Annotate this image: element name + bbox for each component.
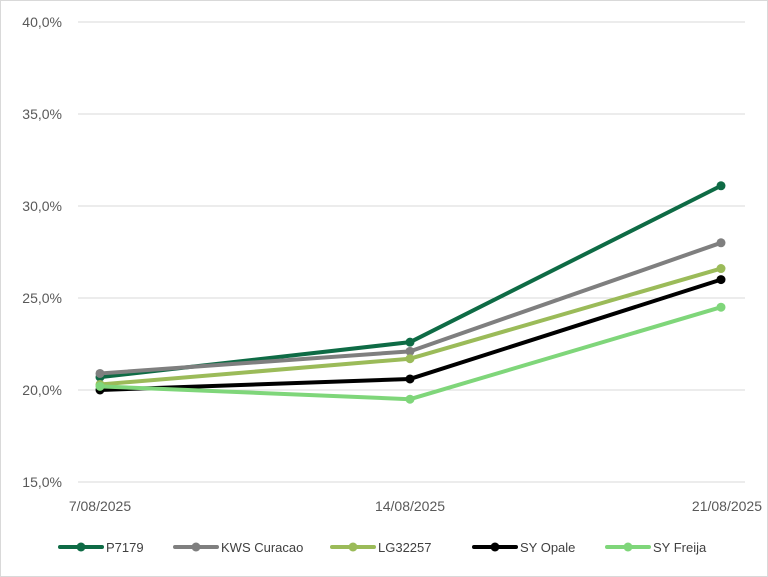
- legend-item: SY Opale: [472, 540, 575, 555]
- series-lines: [95, 181, 726, 404]
- y-tick-label: 40,0%: [22, 14, 62, 30]
- legend-item: LG32257: [330, 540, 432, 555]
- legend-marker: [490, 542, 500, 552]
- data-point: [405, 337, 415, 347]
- series-sy-freija: [95, 302, 726, 404]
- data-point: [405, 354, 415, 364]
- data-point: [716, 238, 726, 248]
- series-lg32257: [95, 264, 726, 389]
- data-point: [405, 394, 415, 404]
- gridlines: [78, 21, 745, 483]
- legend: P7179 KWS Curacao LG32257 SY Opale SY Freija: [58, 540, 707, 555]
- legend-item: KWS Curacao: [173, 540, 303, 555]
- legend-marker: [623, 542, 633, 552]
- legend-marker: [348, 542, 358, 552]
- legend-item: SY Freija: [605, 540, 707, 555]
- data-point: [716, 264, 726, 274]
- y-tick-label: 15,0%: [22, 474, 62, 490]
- data-point: [716, 275, 726, 285]
- data-point: [405, 346, 415, 356]
- legend-label: SY Freija: [653, 540, 707, 555]
- series-kws-curacao: [95, 238, 726, 378]
- data-point: [716, 181, 726, 191]
- x-tick-label: 7/08/2025: [69, 498, 131, 514]
- legend-marker: [76, 542, 86, 552]
- legend-label: KWS Curacao: [221, 540, 303, 555]
- y-tick-label: 35,0%: [22, 106, 62, 122]
- data-point: [716, 302, 726, 312]
- legend-label: P7179: [106, 540, 144, 555]
- y-axis-tick-labels: 40,0% 35,0% 30,0% 25,0% 20,0% 15,0%: [22, 14, 62, 490]
- y-tick-label: 30,0%: [22, 198, 62, 214]
- data-point: [405, 374, 415, 384]
- legend-label: SY Opale: [520, 540, 575, 555]
- y-tick-label: 25,0%: [22, 290, 62, 306]
- x-tick-label: 14/08/2025: [375, 498, 445, 514]
- x-tick-label: 21/08/2025: [692, 498, 762, 514]
- legend-label: LG32257: [378, 540, 432, 555]
- data-point: [95, 368, 105, 378]
- data-point: [95, 381, 105, 391]
- legend-marker: [191, 542, 201, 552]
- legend-item: P7179: [58, 540, 144, 555]
- x-axis-tick-labels: 7/08/2025 14/08/2025 21/08/2025: [69, 498, 762, 514]
- y-tick-label: 20,0%: [22, 382, 62, 398]
